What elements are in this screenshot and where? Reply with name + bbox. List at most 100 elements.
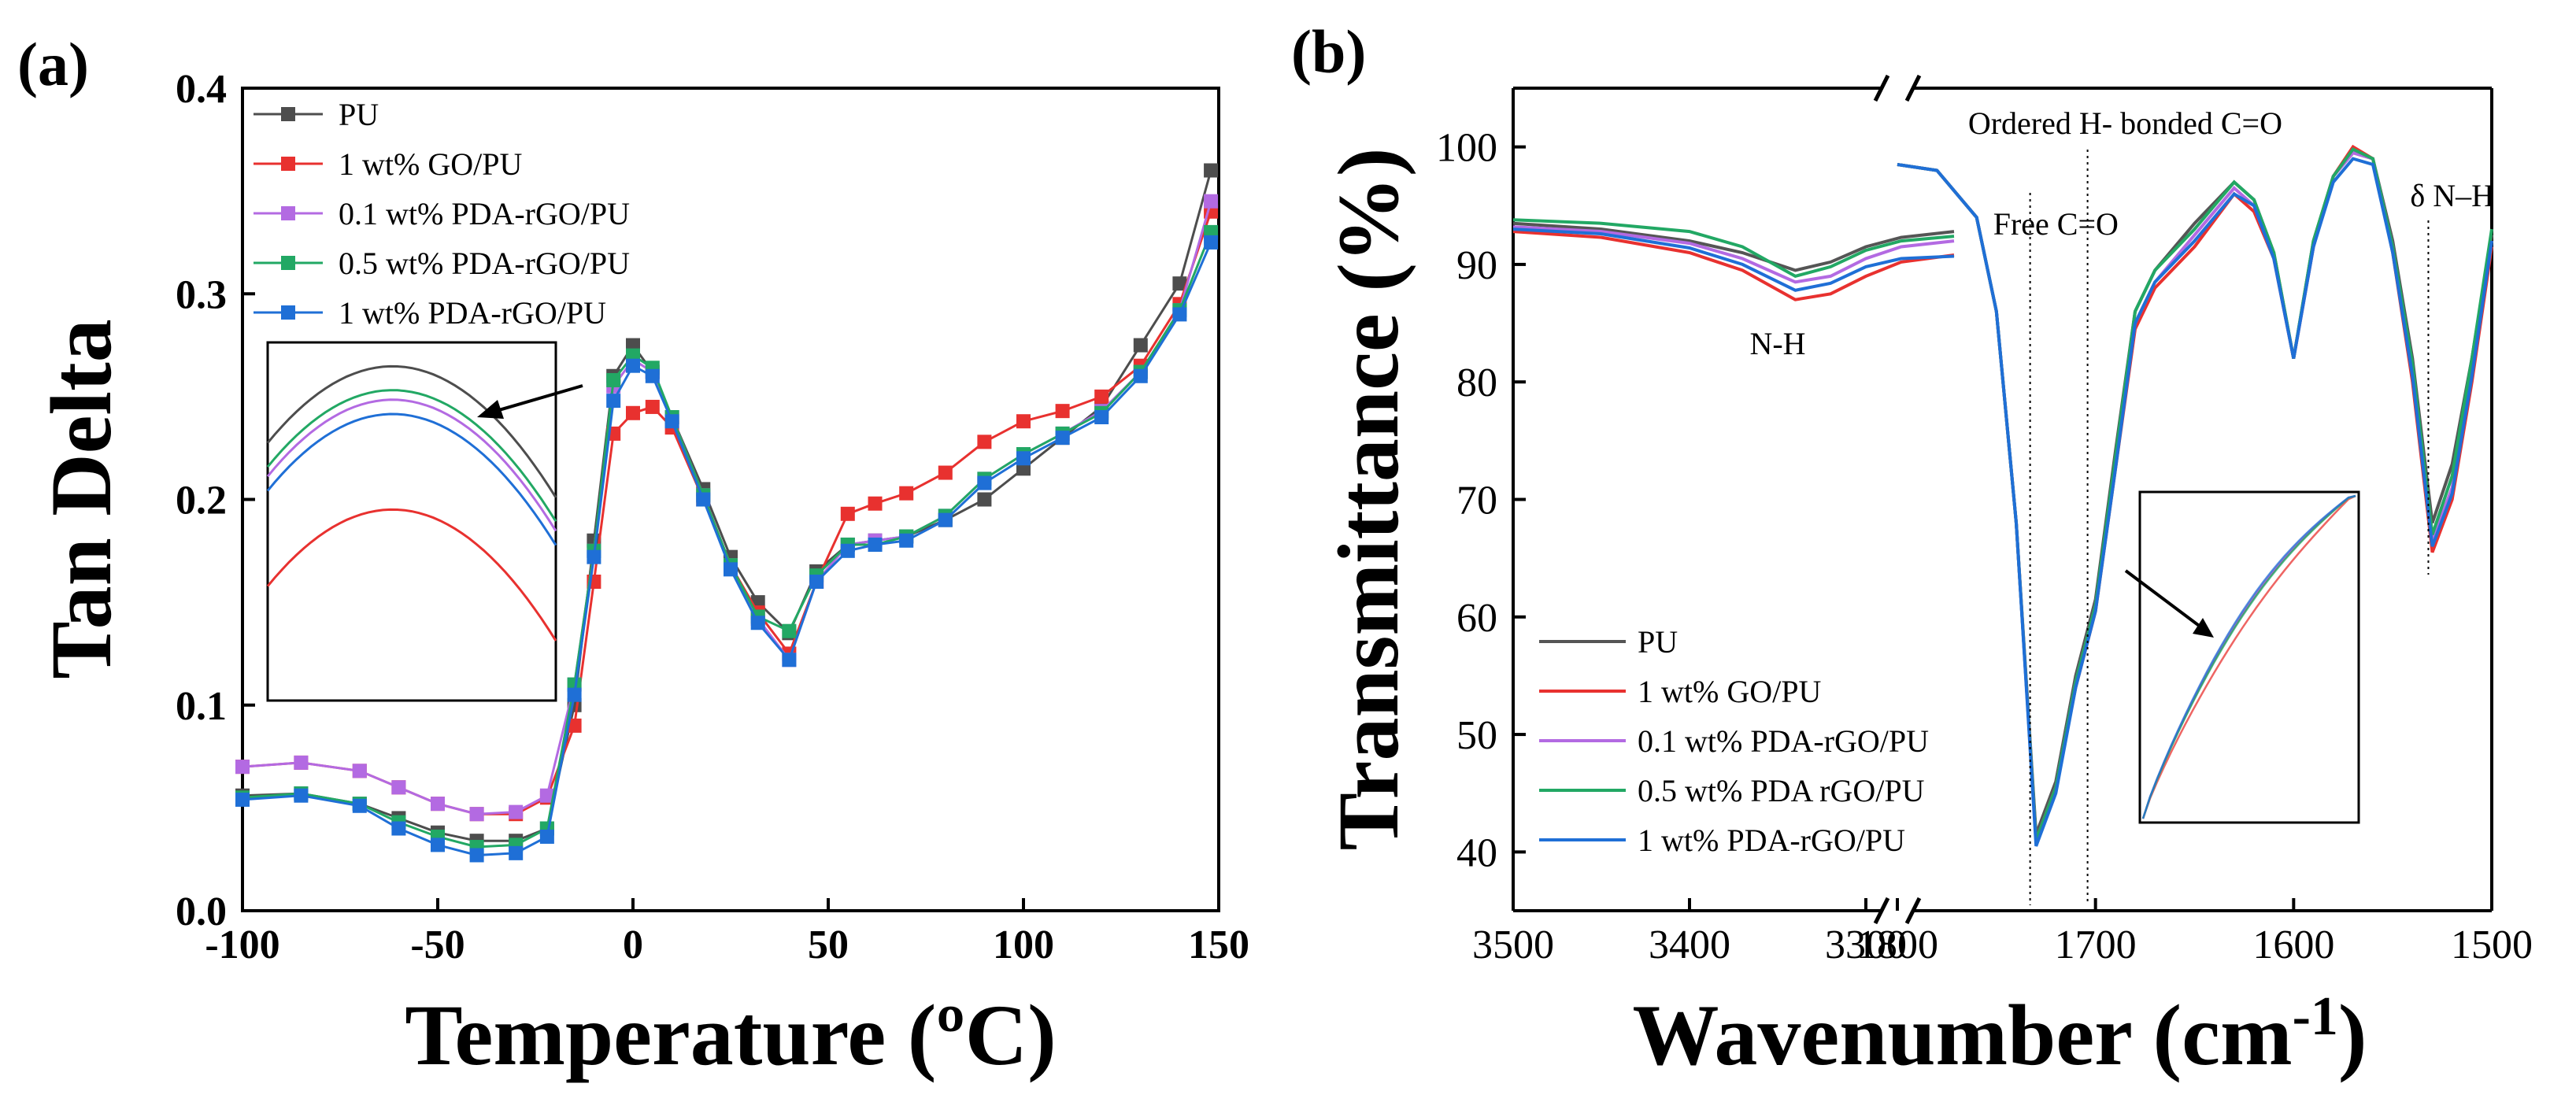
panel-a-data-point — [645, 399, 660, 414]
panel-a-data-point — [840, 543, 855, 558]
panel-a-data-point — [1055, 404, 1070, 419]
panel-a-data-point — [1204, 194, 1219, 209]
panel-b-x-axis-label: Wavenumber (cm-1) — [1632, 986, 2367, 1083]
panel-a-data-point — [626, 358, 640, 373]
panel-a-data-point — [899, 533, 914, 548]
panel-a-tan-delta-chart: (a) -100 -50 0 50 100 150 0.0 0.1 0.2 0.3 0.4 PU 1 … — [17, 30, 1249, 1083]
panel-b-series-left-2 — [1512, 225, 1955, 284]
panel-a-data-point — [235, 760, 250, 775]
panel-b-y-tick-label: 100 — [1436, 126, 1497, 171]
panel-a-data-point — [1172, 307, 1187, 322]
panel-a-legend-marker — [281, 256, 295, 270]
panel-a-data-point — [977, 435, 992, 449]
panel-b-annotation-nh: N-H — [1749, 326, 1805, 361]
panel-b-series-left-4 — [1512, 227, 1955, 292]
panel-a-x-axis-label: Temperature (ºC) — [405, 987, 1057, 1083]
panel-b-annotation-ordered: Ordered H- bonded C=O — [1968, 105, 2282, 141]
panel-a-inset-arrow — [477, 384, 583, 419]
panel-a-data-point — [645, 368, 660, 383]
panel-b-y-tick-label: 40 — [1456, 830, 1497, 875]
panel-a-data-point — [431, 838, 445, 852]
panel-b-series-left-0 — [1512, 221, 1955, 272]
panel-b-annotation-dnh: δ N–H — [2410, 178, 2494, 213]
panel-b-inset-series-1 — [2141, 494, 2356, 819]
panel-a-data-point — [809, 575, 824, 589]
panel-a-data-point — [868, 496, 883, 511]
panel-a-y-tick-label: 0.0 — [176, 889, 227, 934]
panel-b-y-tick-label: 60 — [1456, 596, 1497, 641]
panel-a-inset-series-1 — [266, 508, 557, 642]
panel-b-y-axis-label: Transmittance (%) — [1320, 147, 1416, 850]
panel-a-data-point — [391, 821, 406, 836]
panel-a-data-point — [782, 623, 797, 638]
panel-a-data-point — [1094, 389, 1109, 404]
panel-a-legend-label: 1 wt% GO/PU — [339, 146, 522, 182]
panel-b-y-tick-label: 50 — [1456, 713, 1497, 758]
panel-a-inset-frame — [266, 341, 557, 702]
panel-a-y-axis-label: Tan Delta — [33, 319, 129, 679]
panel-a-inset-series-4 — [266, 412, 557, 546]
panel-a-data-point — [235, 792, 250, 807]
panel-a-data-point — [1094, 410, 1109, 424]
panel-a-label: (a) — [17, 30, 89, 98]
panel-a-y-tick-label: 0.3 — [176, 272, 227, 317]
panel-a-data-point — [1016, 451, 1031, 466]
panel-a-inset-series-2 — [266, 398, 557, 532]
panel-a-data-point — [567, 687, 582, 702]
panel-b-x-tick-label: 3400 — [1649, 923, 1730, 967]
panel-a-data-point — [352, 764, 367, 778]
panel-a-data-point — [938, 465, 953, 480]
panel-a-x-tick-label: 150 — [1188, 923, 1249, 967]
panel-a-data-point — [977, 492, 992, 507]
panel-a-data-point — [294, 755, 309, 770]
panel-a-data-point — [509, 804, 524, 819]
panel-a-data-point — [977, 475, 992, 490]
panel-a-y-tick-label: 0.2 — [176, 479, 227, 523]
panel-a-data-point — [352, 798, 367, 813]
panel-a-data-point — [696, 492, 711, 507]
panel-b-series-right-4 — [1897, 157, 2493, 847]
panel-a-data-point — [606, 372, 621, 387]
panel-b-inset-arrow — [2124, 569, 2214, 638]
panel-a-legend-marker — [281, 157, 295, 171]
panel-b-axis-break-mark — [1904, 897, 1922, 925]
panel-a-y-tick-label: 0.4 — [176, 67, 227, 112]
panel-a-legend-marker — [281, 107, 295, 121]
panel-b-y-tick-label: 90 — [1456, 243, 1497, 288]
panel-a-legend-label: 0.1 wt% PDA-rGO/PU — [339, 196, 630, 231]
panel-a-legend-marker — [281, 305, 295, 320]
panel-b-x-tick-label: 3300 — [1825, 923, 1907, 967]
panel-b-x-tick-label: 1800 — [1856, 923, 1938, 967]
panel-a-data-point — [567, 718, 582, 733]
panel-a-data-point — [750, 616, 765, 631]
panel-b-x-tick-label: 3500 — [1472, 923, 1554, 967]
panel-a-x-tick-label: 0 — [623, 923, 643, 967]
panel-a-data-point — [509, 845, 524, 860]
panel-b-x-tick-label: 1500 — [2451, 923, 2533, 967]
panel-a-data-point — [1133, 338, 1148, 353]
panel-a-x-tick-label: 100 — [993, 923, 1054, 967]
panel-a-y-tick-label: 0.1 — [176, 684, 227, 729]
panel-b-axis-break-mark — [1873, 74, 1890, 102]
panel-b-axis-break-mark — [1904, 74, 1922, 102]
panel-b-annotation-free: Free C=O — [1993, 206, 2119, 242]
panel-b-legend-label: 0.5 wt% PDA rGO/PU — [1638, 773, 1925, 808]
panel-a-data-point — [469, 848, 484, 863]
panel-b-inset-frame — [2138, 490, 2360, 824]
panel-a-legend-label: 0.5 wt% PDA-rGO/PU — [339, 246, 630, 281]
panel-a-data-point — [539, 788, 554, 803]
panel-a-legend-label: 1 wt% PDA-rGO/PU — [339, 295, 606, 331]
panel-a-data-point — [294, 788, 309, 803]
panel-a-x-tick-label: 50 — [808, 923, 849, 967]
panel-b-inset-series-4 — [2141, 494, 2356, 819]
panel-a-data-point — [391, 780, 406, 795]
panel-a-data-point — [899, 486, 914, 501]
panel-b-inset — [2138, 490, 2360, 824]
panel-a-legend-marker — [281, 206, 295, 220]
panel-a-x-tick-label: -50 — [410, 923, 464, 967]
panel-a-data-point — [1133, 368, 1148, 383]
panel-a-legend-label: PU — [339, 97, 379, 132]
panel-a-data-point — [938, 512, 953, 527]
